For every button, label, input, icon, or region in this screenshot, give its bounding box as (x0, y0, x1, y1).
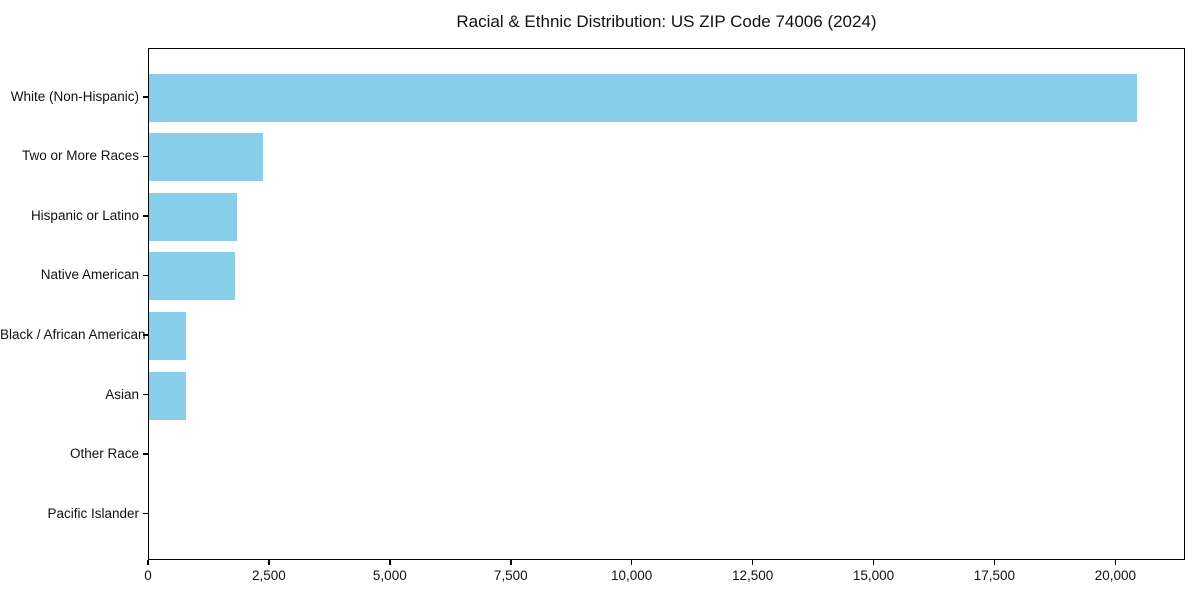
x-axis-tick (872, 560, 875, 565)
y-axis-label: Hispanic or Latino (30, 207, 139, 223)
plot-area (148, 48, 1185, 560)
y-axis-tick (143, 155, 148, 158)
y-axis-tick (143, 96, 148, 98)
bar (149, 133, 264, 182)
x-axis-tick-label: 20,000 (1094, 568, 1136, 583)
chart-title: Racial & Ethnic Distribution: US ZIP Cod… (456, 12, 877, 31)
x-axis-tick-label: 15,000 (852, 568, 895, 583)
x-axis-tick-label: 7,500 (493, 568, 528, 583)
x-axis-tick-label: 10,000 (611, 568, 653, 583)
y-axis-tick (143, 274, 148, 277)
x-axis-tick-label: 5,000 (372, 568, 407, 583)
y-axis-tick (143, 215, 148, 217)
y-axis-label: Asian (105, 386, 139, 402)
x-axis-tick (147, 560, 149, 565)
x-axis-tick-label: 0 (144, 568, 152, 583)
x-axis-tick (751, 560, 754, 565)
x-axis-tick (993, 560, 996, 565)
x-axis-tick (268, 560, 270, 565)
x-axis-tick-label: 17,500 (973, 568, 1016, 583)
y-axis-label: White (Non-Hispanic) (10, 88, 139, 104)
y-axis-label: Native American (40, 267, 139, 283)
x-axis-tick (630, 560, 633, 565)
y-axis-tick (143, 334, 148, 336)
y-axis-label: Two or More Races (21, 148, 139, 164)
y-axis-label: Pacific Islander (47, 505, 139, 521)
x-axis-tick (389, 560, 391, 565)
bar (149, 252, 236, 301)
y-axis-tick (143, 453, 148, 455)
y-axis-tick (143, 393, 148, 396)
bar (149, 371, 186, 420)
x-axis-tick (510, 560, 512, 565)
y-axis-tick (143, 512, 148, 515)
x-axis-tick-label: 2,500 (252, 568, 286, 583)
y-axis-label: Other Race (69, 446, 139, 462)
bar (149, 73, 1138, 122)
y-axis-label: Black / African American (0, 327, 146, 342)
x-axis-tick-label: 12,500 (731, 568, 774, 583)
bar (149, 192, 238, 241)
bar (149, 312, 187, 360)
x-axis-tick (1114, 560, 1117, 565)
